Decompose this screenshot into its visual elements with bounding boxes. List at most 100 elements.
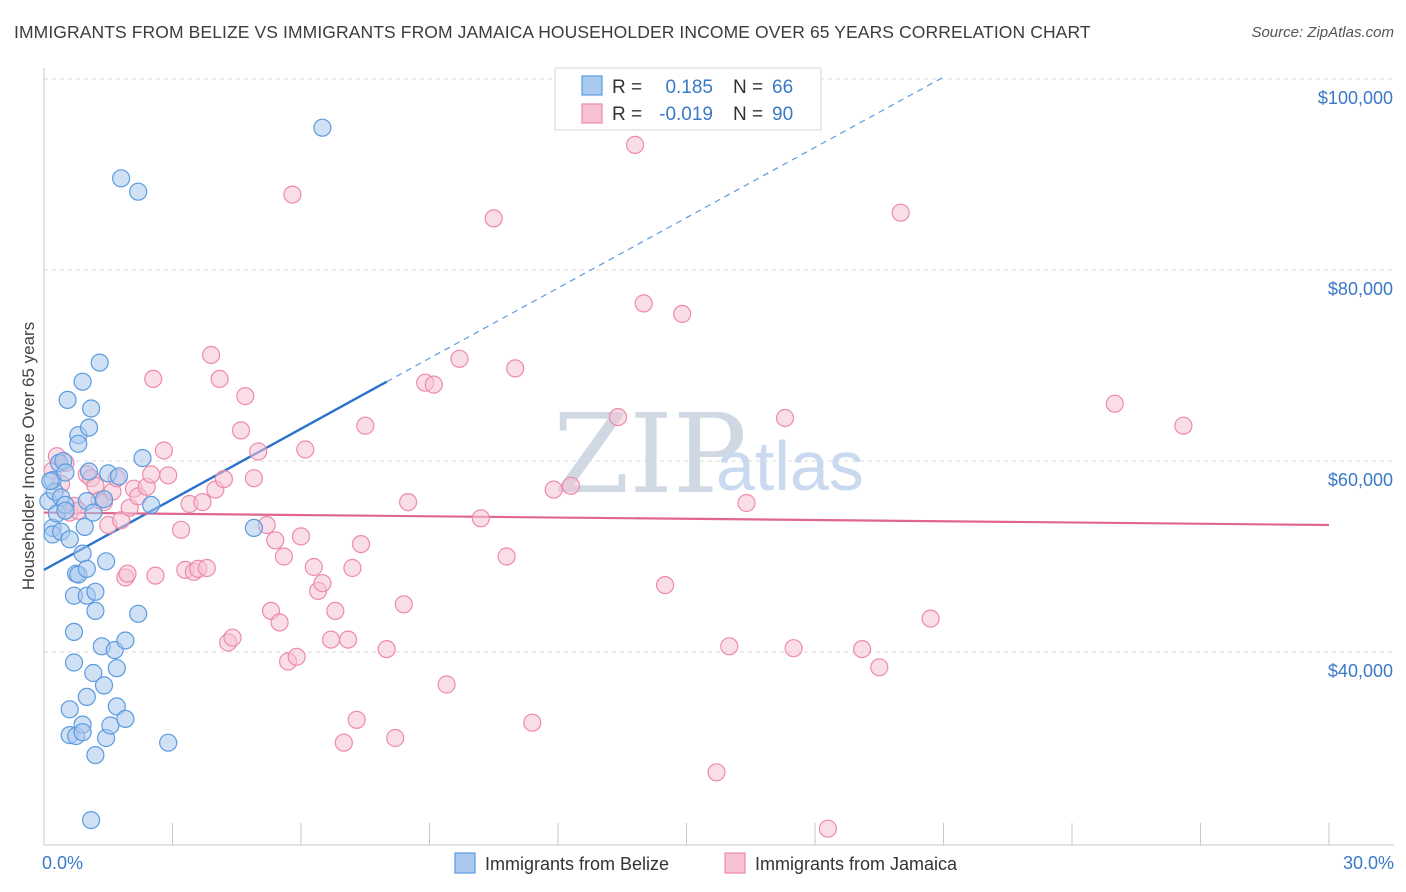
bottom-legend-swatch-belize bbox=[454, 852, 476, 874]
point-jamaica-46 bbox=[266, 531, 285, 550]
point-jamaica-83 bbox=[655, 575, 675, 595]
point-jamaica-57 bbox=[321, 630, 341, 649]
point-jamaica-93 bbox=[891, 203, 910, 222]
point-jamaica-90 bbox=[818, 819, 838, 838]
point-belize-17 bbox=[64, 622, 84, 642]
legend-swatch-belize bbox=[581, 75, 603, 96]
point-jamaica-53 bbox=[296, 440, 315, 459]
point-belize-43 bbox=[94, 490, 114, 509]
point-belize-13 bbox=[58, 390, 77, 409]
point-jamaica-37 bbox=[214, 470, 233, 489]
point-jamaica-58 bbox=[326, 601, 345, 621]
point-belize-55 bbox=[116, 631, 135, 650]
trend-line-belize-extension bbox=[386, 76, 944, 383]
point-jamaica-43 bbox=[249, 442, 268, 461]
point-belize-14 bbox=[60, 530, 79, 549]
point-jamaica-89 bbox=[784, 639, 803, 658]
legend-swatch-jamaica bbox=[581, 103, 603, 124]
point-jamaica-75 bbox=[497, 547, 516, 566]
point-jamaica-56 bbox=[313, 574, 332, 593]
point-jamaica-42 bbox=[244, 469, 263, 488]
point-jamaica-86 bbox=[720, 637, 739, 656]
point-belize-61 bbox=[159, 733, 178, 752]
data-points bbox=[39, 118, 1193, 838]
point-belize-49 bbox=[101, 716, 120, 735]
point-belize-29 bbox=[73, 544, 92, 563]
watermark: ZIP atlas bbox=[553, 390, 864, 518]
point-jamaica-96 bbox=[1174, 416, 1193, 435]
legend-r-label-jamaica: R = bbox=[612, 104, 642, 125]
point-jamaica-59 bbox=[334, 733, 353, 752]
source-label: Source: ZipAtlas.com bbox=[1251, 24, 1394, 41]
point-belize-35 bbox=[79, 462, 99, 481]
point-jamaica-64 bbox=[356, 416, 375, 435]
watermark-zip: ZIP bbox=[553, 390, 747, 518]
point-belize-37 bbox=[81, 810, 101, 830]
point-jamaica-17 bbox=[118, 564, 137, 583]
legend-n-label-belize: N = bbox=[733, 77, 763, 98]
point-belize-62 bbox=[244, 518, 263, 538]
point-jamaica-62 bbox=[347, 710, 366, 729]
point-jamaica-15 bbox=[111, 511, 131, 530]
point-belize-34 bbox=[79, 418, 99, 437]
axes bbox=[43, 68, 1394, 846]
legend-r-label-belize: R = bbox=[612, 77, 642, 98]
point-jamaica-92 bbox=[870, 658, 889, 677]
point-belize-56 bbox=[116, 709, 135, 729]
point-jamaica-61 bbox=[343, 558, 362, 578]
point-jamaica-32 bbox=[193, 493, 212, 512]
point-jamaica-80 bbox=[608, 408, 628, 427]
point-belize-36 bbox=[81, 399, 101, 418]
legend-r-value-jamaica: -0.019 bbox=[659, 104, 713, 125]
point-belize-57 bbox=[129, 182, 148, 201]
bottom-legend-swatch-jamaica bbox=[724, 852, 746, 874]
point-belize-45 bbox=[94, 676, 114, 695]
point-belize-53 bbox=[109, 467, 129, 486]
point-jamaica-66 bbox=[386, 728, 405, 748]
point-jamaica-67 bbox=[394, 595, 413, 614]
point-belize-39 bbox=[84, 663, 103, 683]
y-tick-label-0: $40,000 bbox=[1328, 661, 1393, 681]
point-jamaica-73 bbox=[471, 509, 490, 528]
point-jamaica-26 bbox=[159, 466, 178, 485]
point-jamaica-85 bbox=[707, 763, 726, 782]
point-belize-63 bbox=[313, 118, 332, 137]
point-belize-24 bbox=[69, 434, 88, 453]
point-belize-28 bbox=[73, 723, 92, 742]
x-ticks bbox=[43, 823, 1330, 845]
x-tick-label-max: 30.0% bbox=[1343, 853, 1394, 873]
gridlines bbox=[44, 78, 1394, 653]
point-belize-58 bbox=[129, 604, 148, 623]
point-jamaica-40 bbox=[231, 421, 251, 440]
point-jamaica-71 bbox=[437, 675, 456, 694]
point-belize-27 bbox=[77, 687, 96, 707]
point-jamaica-52 bbox=[291, 527, 311, 546]
point-jamaica-94 bbox=[921, 609, 940, 628]
point-jamaica-68 bbox=[399, 493, 418, 512]
x-tick-label-min: 0.0% bbox=[42, 853, 83, 873]
point-jamaica-87 bbox=[737, 493, 756, 513]
point-belize-30 bbox=[75, 517, 94, 537]
bottom-legend-label-jamaica: Immigrants from Jamaica bbox=[755, 854, 958, 874]
point-jamaica-48 bbox=[274, 547, 293, 566]
point-belize-51 bbox=[107, 659, 126, 678]
series-legend: Immigrants from Belize Immigrants from J… bbox=[454, 852, 958, 874]
point-jamaica-72 bbox=[450, 349, 469, 368]
point-belize-59 bbox=[133, 449, 152, 468]
point-jamaica-77 bbox=[523, 713, 542, 732]
point-belize-60 bbox=[142, 495, 161, 514]
point-belize-42 bbox=[90, 353, 109, 372]
point-belize-38 bbox=[86, 582, 105, 601]
point-jamaica-23 bbox=[144, 369, 163, 388]
y-tick-label-3: $100,000 bbox=[1318, 88, 1393, 108]
y-axis-title: Householder Income Over 65 years bbox=[19, 322, 38, 590]
trend-line-jamaica bbox=[43, 511, 1330, 527]
point-jamaica-41 bbox=[236, 387, 255, 406]
point-jamaica-70 bbox=[424, 375, 443, 394]
point-jamaica-95 bbox=[1105, 394, 1124, 413]
trend-line-belize bbox=[43, 380, 388, 571]
point-jamaica-79 bbox=[561, 476, 581, 495]
point-jamaica-65 bbox=[377, 639, 396, 659]
point-jamaica-91 bbox=[852, 639, 872, 659]
